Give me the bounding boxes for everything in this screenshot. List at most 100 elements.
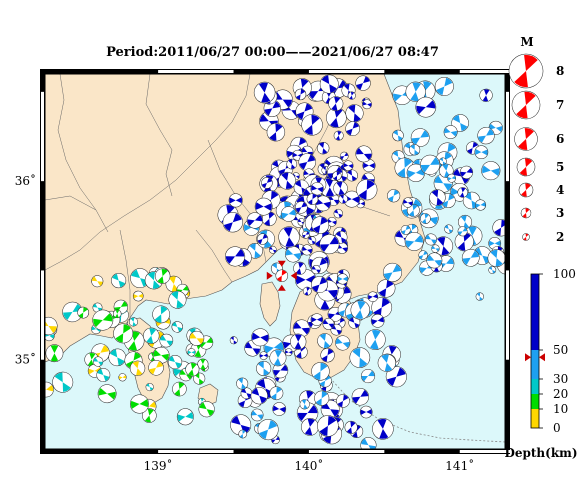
earthquake-symbol (487, 249, 505, 268)
earthquake-symbol (474, 145, 489, 160)
earthquake-symbol (444, 224, 454, 234)
earthquake-symbol (351, 388, 370, 406)
mainshock-symbol (275, 269, 289, 283)
lat-tick-label: 35˚ (15, 352, 36, 367)
depth-marker-right (539, 353, 545, 362)
earthquake-symbol (443, 125, 458, 140)
earthquake-symbol (376, 279, 396, 298)
earthquake-symbol (372, 418, 394, 440)
earthquake-symbol (425, 233, 437, 246)
earthquake-symbol (254, 197, 273, 216)
earthquake-symbol (143, 327, 160, 344)
earthquake-symbol (311, 216, 330, 234)
earthquake-symbol (370, 313, 385, 328)
earthquake-symbol (333, 130, 344, 141)
depth-scale-tick-label: 20 (553, 387, 568, 401)
lat-tick-label: 36˚ (15, 173, 36, 188)
depth-scale-band (531, 409, 539, 428)
earthquake-symbol (420, 213, 431, 224)
earthquake-symbol (132, 290, 144, 302)
magnitude-legend: M 8 7 6 5 4 3 2 (508, 35, 564, 244)
earthquake-symbol (320, 399, 340, 419)
earthquake-symbol (294, 88, 307, 101)
earthquake-symbol (97, 384, 117, 404)
earthquake-symbol (301, 244, 313, 256)
earthquake-symbol (447, 173, 457, 183)
earthquake-symbol (284, 348, 293, 357)
earthquake-symbol (459, 165, 474, 179)
earthquake-symbol (290, 333, 307, 350)
earthquake-symbol (317, 333, 333, 349)
earthquake-symbol (302, 230, 310, 239)
earthquake-symbol (167, 354, 183, 370)
earthquake-symbol (311, 362, 330, 381)
earthquake-symbol (364, 329, 386, 350)
earthquake-symbol (298, 153, 317, 171)
earthquake-symbol (236, 377, 249, 390)
earthquake-symbol (317, 141, 330, 155)
earthquake-symbol (385, 366, 407, 388)
earthquake-symbol (108, 348, 127, 367)
earthquake-symbol (238, 429, 248, 439)
earthquake-symbol (387, 189, 401, 203)
earthquake-symbol (350, 300, 370, 320)
earthquake-symbol (367, 291, 379, 302)
earthquake-symbol (228, 193, 243, 208)
earthquake-symbol (240, 387, 253, 399)
earthquake-symbol (359, 405, 373, 419)
earthquake-symbol (272, 362, 289, 379)
magnitude-legend-symbol (511, 90, 541, 120)
earthquake-symbol (152, 346, 170, 364)
earthquake-symbols (45, 74, 505, 449)
earthquake-symbol (266, 123, 286, 142)
earthquake-symbol (129, 394, 150, 414)
earthquake-symbol (319, 234, 340, 255)
earthquake-symbol (481, 161, 501, 181)
lon-tick-label: 141˚ (445, 458, 474, 473)
magnitude-legend-symbol (518, 182, 534, 198)
lon-tick-label: 139˚ (144, 458, 173, 473)
earthquake-symbol (454, 232, 474, 252)
earthquake-symbol (382, 262, 403, 282)
mainshock-pointer-left (266, 271, 273, 280)
earthquake-symbol (400, 225, 411, 235)
map-axes: 139˚ 140˚ 141˚ 36˚ 35˚ (15, 173, 474, 473)
earthquake-symbol (479, 88, 493, 102)
earthquake-symbol (333, 181, 348, 196)
depth-scale-tick-label: 100 (553, 267, 576, 281)
earthquake-symbol (335, 335, 351, 351)
magnitude-legend-symbol (522, 233, 530, 241)
earthquake-symbol (256, 233, 269, 245)
earthquake-symbol (346, 169, 358, 182)
magnitude-legend-symbol (508, 53, 544, 89)
earthquake-symbol (377, 353, 396, 372)
earthquake-symbol (306, 193, 319, 205)
earthquake-symbol (355, 145, 373, 163)
earthquake-symbol (222, 212, 243, 233)
earthquake-symbol (317, 415, 339, 437)
mainshock-pointer-bottom (277, 284, 286, 291)
earthquake-symbol (392, 129, 404, 142)
earthquake-symbol (148, 360, 164, 376)
earthquake-symbol (152, 305, 170, 324)
magnitude-legend-title: M (520, 35, 533, 49)
depth-marker-left (525, 353, 531, 362)
earthquake-symbol (189, 330, 205, 346)
earthquake-symbol (286, 158, 298, 170)
earthquake-symbol (52, 371, 74, 393)
earthquake-symbol (145, 382, 154, 392)
earthquake-symbol (362, 99, 372, 110)
trench-line (329, 377, 505, 443)
earthquake-symbol (92, 302, 103, 313)
magnitude-legend-label: 6 (556, 132, 564, 146)
earthquake-symbol (93, 356, 104, 367)
earthquake-symbol (457, 226, 468, 237)
earthquake-symbol (250, 408, 264, 422)
magnitude-legend-symbol (516, 157, 536, 177)
earthquake-symbol (406, 203, 420, 217)
earthquake-symbol (198, 401, 215, 418)
earthquake-symbol (405, 81, 426, 102)
depth-scale-tick-label: 0 (553, 421, 561, 435)
